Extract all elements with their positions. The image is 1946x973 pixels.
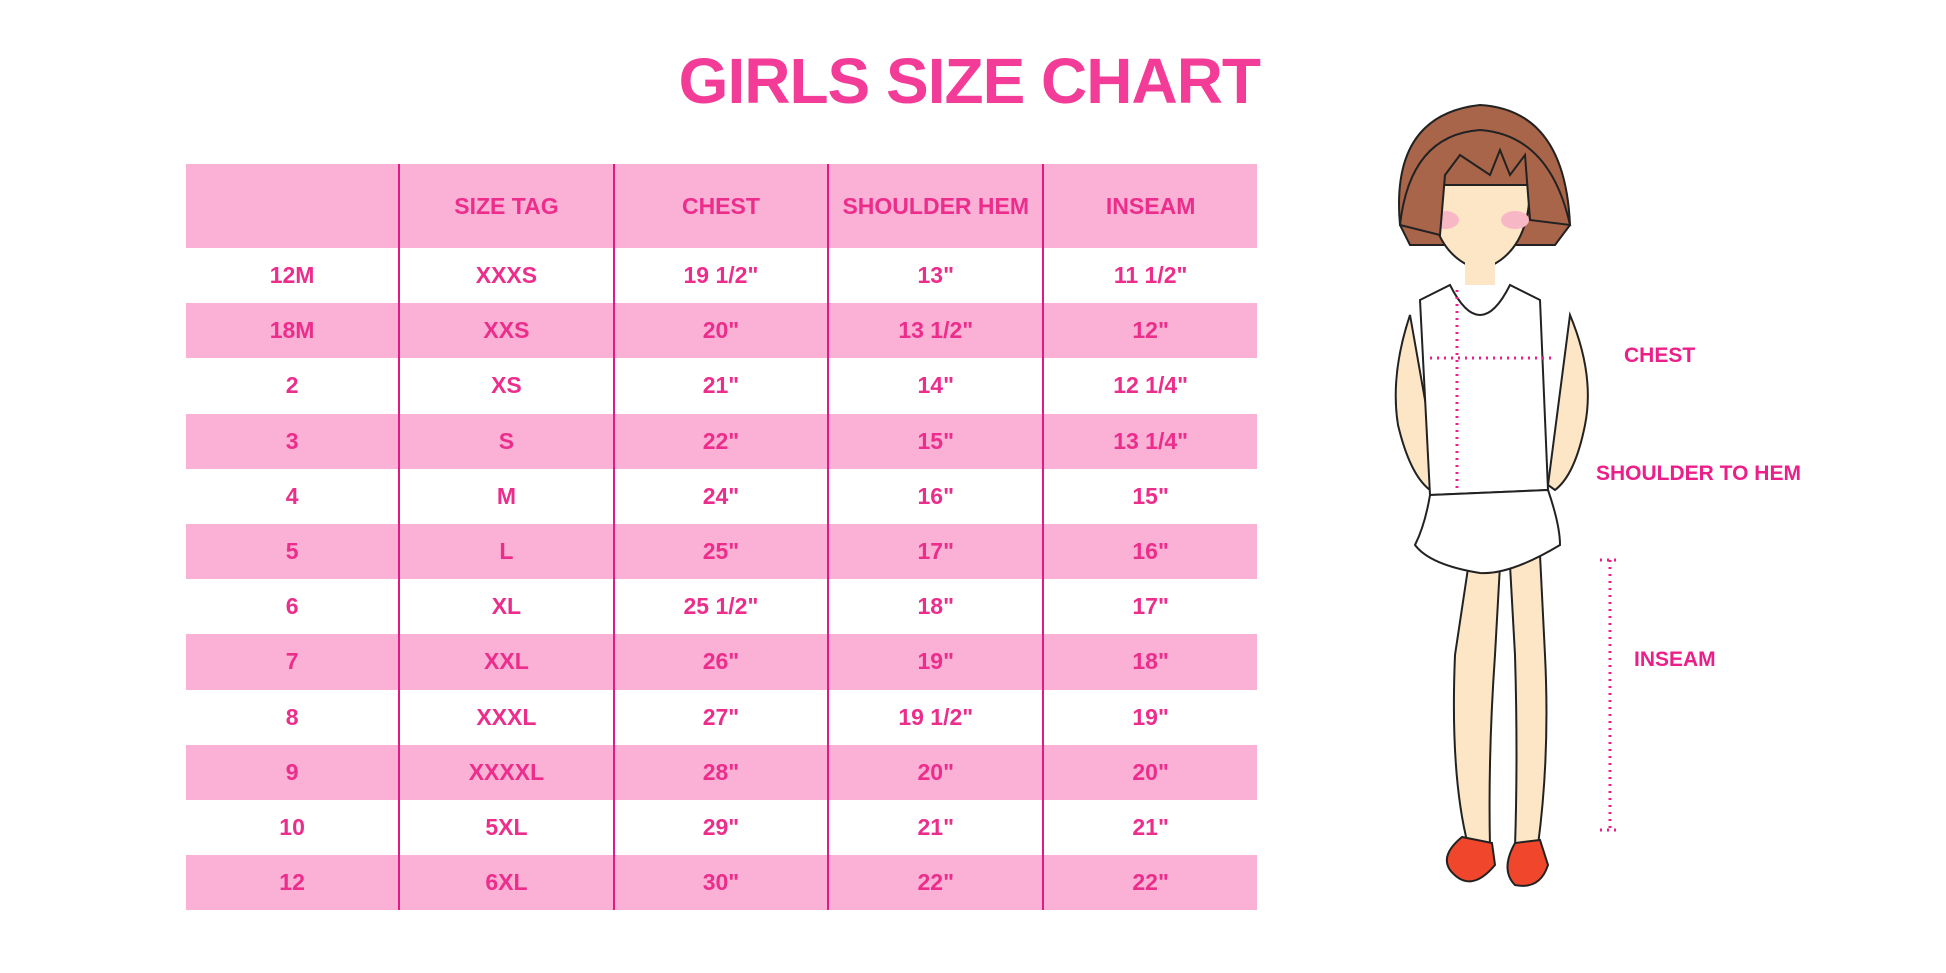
- table-cell: 12: [186, 855, 400, 911]
- table-cell: 9: [186, 744, 400, 800]
- table-cell: 4: [186, 468, 400, 524]
- table-row: 3 S 22" 15" 13 1/4": [186, 413, 1257, 469]
- chest-label: CHEST: [1624, 344, 1696, 367]
- table-cell: 7: [186, 634, 400, 690]
- table-cell: 18M: [186, 303, 400, 359]
- table-cell: S: [398, 413, 614, 469]
- table-cell: 29": [612, 799, 829, 856]
- table-cell: XS: [398, 358, 614, 414]
- table-cell: 22": [827, 855, 1044, 911]
- table-row: 8 XXXL 27" 19 1/2" 19": [186, 689, 1257, 745]
- column-header: INSEAM: [1042, 164, 1257, 248]
- table-cell: 21": [827, 799, 1044, 856]
- table-cell: XL: [398, 579, 614, 635]
- table-header-row: SIZE TAG CHEST SHOULDER HEM INSEAM: [186, 164, 1257, 248]
- table-cell: 2: [186, 358, 400, 414]
- table-row: 12M XXXS 19 1/2" 13" 11 1/2": [186, 248, 1257, 304]
- table-row: 9 XXXXL 28" 20" 20": [186, 744, 1257, 800]
- size-chart-table: SIZE TAG CHEST SHOULDER HEM INSEAM 12M XXXS 1…: [186, 164, 1257, 911]
- column-header: CHEST: [612, 164, 829, 248]
- table-cell: L: [398, 523, 614, 580]
- table-cell: 8: [186, 689, 400, 745]
- table-row: 4 M 24" 16" 15": [186, 468, 1257, 524]
- table-cell: 20": [827, 744, 1044, 800]
- table-cell: 15": [1042, 468, 1257, 524]
- table-cell: 30": [612, 855, 829, 911]
- column-header: [186, 164, 400, 248]
- table-cell: 5: [186, 523, 400, 580]
- table-cell: 5XL: [398, 799, 614, 856]
- table-cell: XXXS: [398, 248, 614, 304]
- table-cell: 19": [1042, 689, 1257, 745]
- table-row: 10 5XL 29" 21" 21": [186, 799, 1257, 856]
- table-cell: 13 1/4": [1042, 413, 1257, 469]
- table-row: 12 6XL 30" 22" 22": [186, 855, 1257, 911]
- table-cell: 18": [827, 579, 1044, 635]
- column-header: SIZE TAG: [398, 164, 614, 248]
- girl-illustration: [1394, 103, 1618, 887]
- table-cell: 20": [1042, 744, 1257, 800]
- table-cell: 17": [827, 523, 1044, 580]
- table-cell: 18": [1042, 634, 1257, 690]
- table-cell: 6XL: [398, 855, 614, 911]
- table-cell: 27": [612, 689, 829, 745]
- column-header: SHOULDER HEM: [827, 164, 1044, 248]
- table-cell: 24": [612, 468, 829, 524]
- table-cell: 22": [1042, 855, 1257, 911]
- table-cell: M: [398, 468, 614, 524]
- table-cell: 20": [612, 303, 829, 359]
- table-cell: 6: [186, 579, 400, 635]
- table-cell: XXXXL: [398, 744, 614, 800]
- table-cell: XXS: [398, 303, 614, 359]
- table-cell: 25": [612, 523, 829, 580]
- table-cell: 26": [612, 634, 829, 690]
- table-cell: 21": [612, 358, 829, 414]
- table-cell: 16": [827, 468, 1044, 524]
- table-cell: 22": [612, 413, 829, 469]
- table-cell: 19 1/2": [612, 248, 829, 304]
- table-row: 5 L 25" 17" 16": [186, 523, 1257, 580]
- table-cell: 28": [612, 744, 829, 800]
- table-cell: 11 1/2": [1042, 248, 1257, 304]
- table-cell: 21": [1042, 799, 1257, 856]
- table-cell: 12": [1042, 303, 1257, 359]
- table-row: 18M XXS 20" 13 1/2" 12": [186, 303, 1257, 359]
- table-cell: 16": [1042, 523, 1257, 580]
- table-cell: 17": [1042, 579, 1257, 635]
- table-row: 2 XS 21" 14" 12 1/4": [186, 358, 1257, 414]
- table-cell: XXL: [398, 634, 614, 690]
- table-cell: 14": [827, 358, 1044, 414]
- table-cell: 3: [186, 413, 400, 469]
- table-row: 6 XL 25 1/2" 18" 17": [186, 579, 1257, 635]
- table-cell: 10: [186, 799, 400, 856]
- table-cell: 13 1/2": [827, 303, 1044, 359]
- table-cell: 19 1/2": [827, 689, 1044, 745]
- inseam-label: INSEAM: [1634, 648, 1716, 671]
- table-cell: 12M: [186, 248, 400, 304]
- page-title: GIRLS SIZE CHART: [678, 45, 1261, 117]
- table-cell: 19": [827, 634, 1044, 690]
- table-cell: XXXL: [398, 689, 614, 745]
- table-row: 7 XXL 26" 19" 18": [186, 634, 1257, 690]
- table-cell: 15": [827, 413, 1044, 469]
- shoulder-to-hem-label: SHOULDER TO HEM: [1596, 462, 1801, 485]
- table-cell: 12 1/4": [1042, 358, 1257, 414]
- table-cell: 25 1/2": [612, 579, 829, 635]
- table-cell: 13": [827, 248, 1044, 304]
